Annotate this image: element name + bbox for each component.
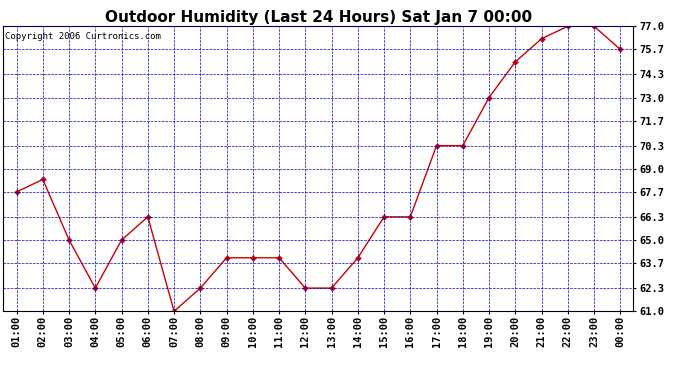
Text: Copyright 2006 Curtronics.com: Copyright 2006 Curtronics.com <box>5 32 161 41</box>
Title: Outdoor Humidity (Last 24 Hours) Sat Jan 7 00:00: Outdoor Humidity (Last 24 Hours) Sat Jan… <box>105 10 532 25</box>
